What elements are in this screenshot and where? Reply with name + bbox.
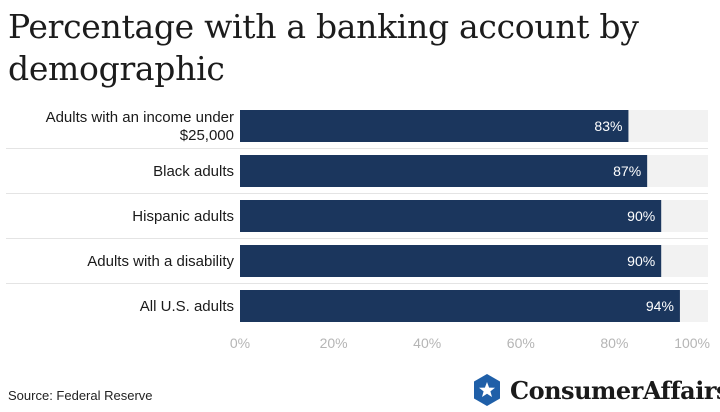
source-note: Source: Federal Reserve (8, 388, 153, 403)
chart-title: Percentage with a banking account by dem… (8, 7, 639, 88)
consumeraffairs-logo[interactable]: ConsumerAffairs (472, 370, 720, 410)
x-tick-label: 60% (507, 335, 535, 351)
category-label: Black adults (153, 163, 234, 180)
bar (240, 110, 629, 142)
bar-value-label: 90% (627, 208, 655, 224)
x-tick-label: 40% (413, 335, 441, 351)
bar-value-label: 90% (627, 253, 655, 269)
category-label: Hispanic adults (132, 208, 234, 225)
category-label: All U.S. adults (140, 298, 234, 315)
bar-value-label: 87% (613, 163, 641, 179)
bar-value-label: 83% (594, 118, 622, 134)
logo-text: ConsumerAffairs (510, 375, 720, 405)
x-tick-label: 20% (320, 335, 348, 351)
bar (240, 245, 662, 277)
star-shield-icon (474, 374, 500, 406)
category-label: $25,000 (180, 127, 234, 144)
x-tick-label: 100% (674, 335, 710, 351)
x-tick-label: 80% (600, 335, 628, 351)
bar (240, 290, 680, 322)
category-label: Adults with a disability (87, 253, 234, 270)
bar (240, 155, 648, 187)
category-label: Adults with an income under (46, 109, 234, 126)
x-tick-label: 0% (230, 335, 250, 351)
bar (240, 200, 662, 232)
bar-value-label: 94% (646, 298, 674, 314)
